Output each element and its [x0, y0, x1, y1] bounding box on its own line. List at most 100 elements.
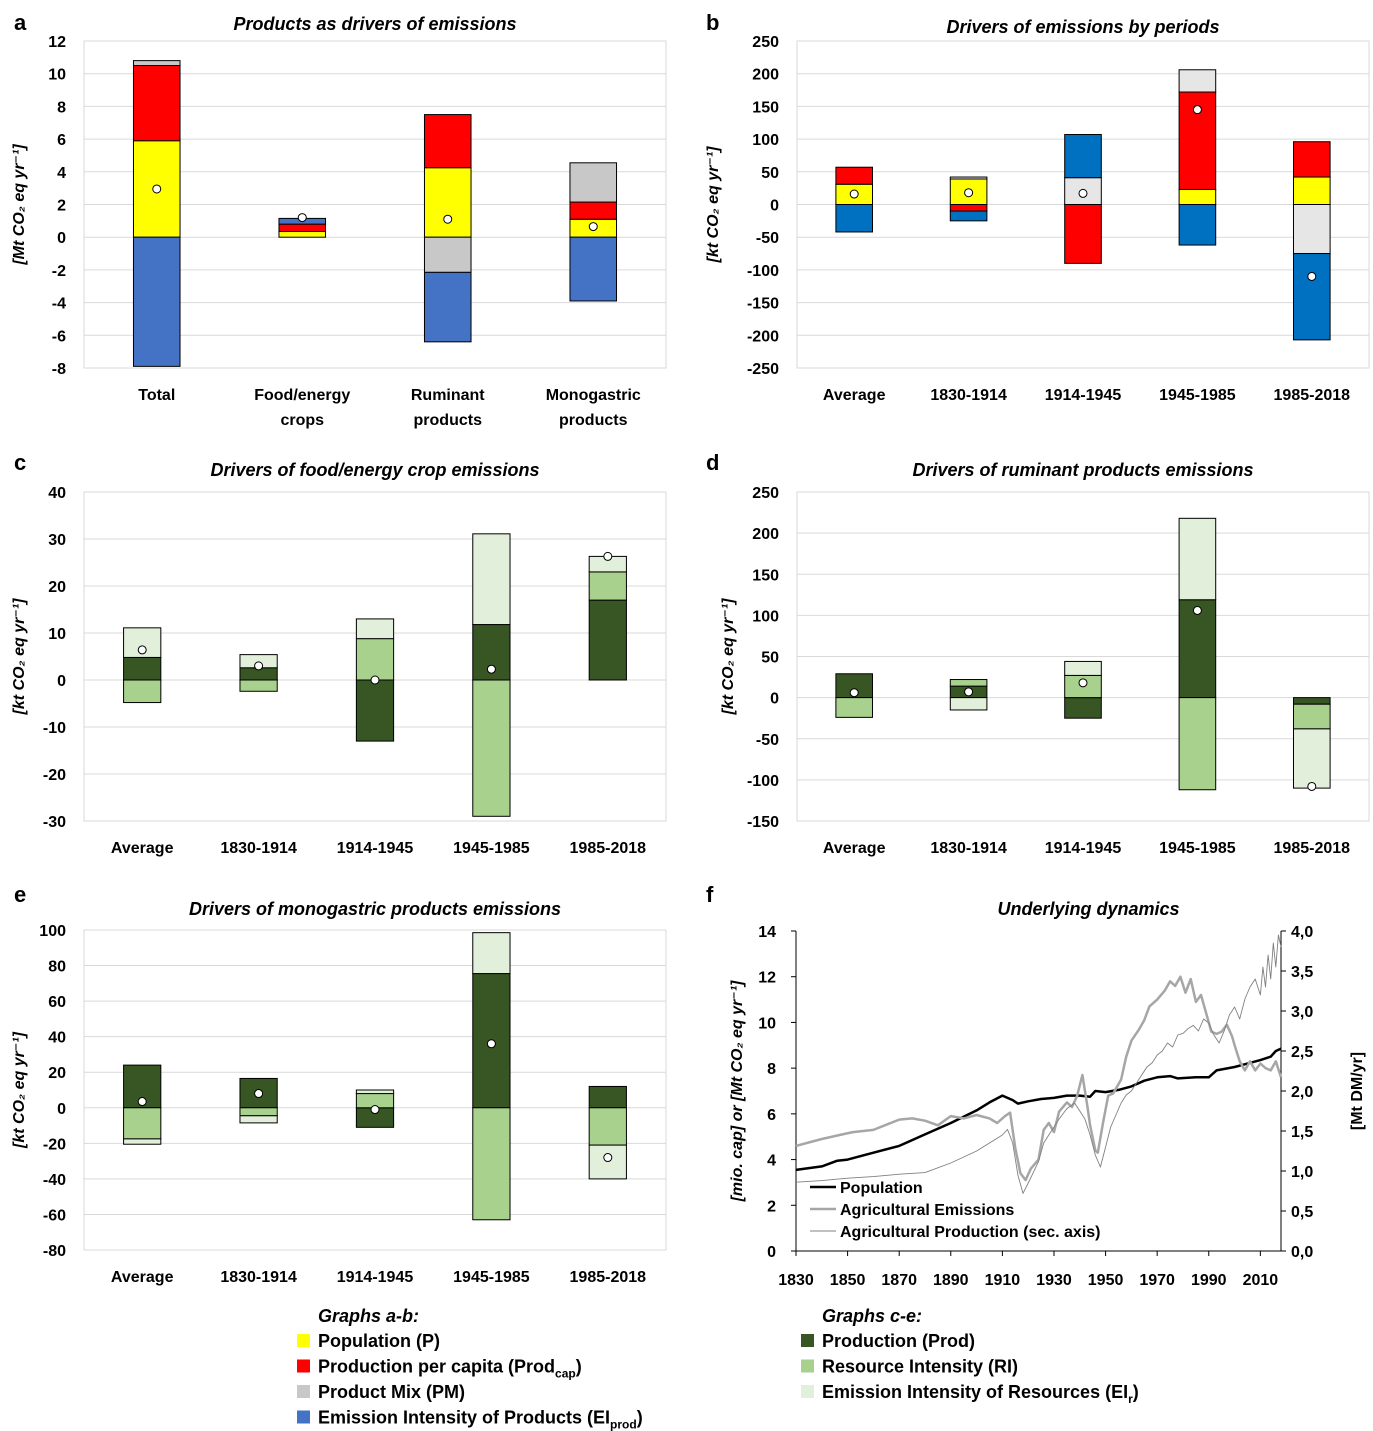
legend-swatch	[297, 1385, 310, 1398]
net-effect-marker	[486, 664, 496, 674]
x-tick-line: Average	[823, 840, 886, 857]
x-tick-label: 1985-2018	[570, 1269, 647, 1286]
y-tick-label: 10	[48, 67, 66, 84]
legend-label: Population	[840, 1180, 923, 1197]
panel-b-chart: b Drivers of emissions by periods -250 -200…	[705, 10, 1370, 404]
y-tick-label: -150	[747, 814, 779, 831]
net-effect-marker	[964, 687, 974, 697]
legend-title: Graphs a-b:	[318, 1306, 419, 1326]
x-tick-label: 1830-1914	[220, 1269, 297, 1286]
y-tick-label: 0	[767, 1244, 776, 1261]
y2-tick-label: 4,0	[1291, 924, 1313, 941]
bar-segment	[123, 656, 162, 681]
x-tick-label: 1914-1945	[337, 840, 414, 857]
y-tick-label: 0	[770, 198, 779, 215]
bar-segment	[1292, 728, 1331, 789]
y-tick-label: -2	[52, 263, 66, 280]
x-tick-line: Average	[111, 840, 174, 857]
legend-label-suffix: )	[1133, 1382, 1139, 1402]
y-axis-label: [mio. cap] or [Mt CO₂ eq yr⁻¹]	[729, 980, 746, 1202]
y-tick-label: -200	[747, 328, 779, 345]
x-tick-label: 1890	[933, 1272, 969, 1289]
y-tick-label: 6	[767, 1107, 776, 1124]
x-tick-line: 1914-1945	[337, 1269, 414, 1286]
bar-segment	[949, 697, 988, 711]
bar-segment	[1292, 204, 1331, 255]
net-effect-marker	[443, 214, 453, 224]
x-tick-line: products	[559, 412, 628, 429]
bar-segment	[1178, 599, 1217, 699]
legend-label: Production (Prod)	[822, 1331, 975, 1351]
legend-label-main: Emission Intensity of Products (EI	[318, 1408, 610, 1428]
legend-label-main: Population (P)	[318, 1331, 440, 1351]
x-tick-line: 1830-1914	[930, 387, 1007, 404]
x-tick-label: 1914-1945	[337, 1269, 414, 1286]
net-effect-marker	[588, 222, 598, 232]
y-tick-label: -80	[43, 1243, 66, 1260]
legend-label: Agricultural Production (sec. axis)	[840, 1224, 1101, 1241]
net-effect-marker	[1192, 105, 1202, 115]
x-tick-line: Food/energy	[254, 387, 350, 404]
y-tick-label: -60	[43, 1207, 66, 1224]
bar-segment	[472, 1107, 511, 1221]
x-tick-label: 1870	[881, 1272, 917, 1289]
y-tick-label: -100	[747, 263, 779, 280]
x-tick-label: Ruminant products	[411, 387, 485, 429]
panel-a-chart: a Products as drivers of emissions -8 -6 -4 -…	[11, 10, 667, 429]
legend-swatch	[801, 1359, 814, 1373]
x-tick-line: 1914-1945	[1045, 387, 1122, 404]
y-tick-label: 80	[48, 959, 66, 976]
bar-segment	[423, 271, 472, 343]
panel-f-chart: f Underlying dynamics 0 2 4 6 8 10 12 14 0,0 0,5 1,0…	[706, 882, 1366, 1289]
y-tick-label: -50	[756, 230, 779, 247]
bar-segment	[1292, 697, 1331, 705]
legend-label: Resource Intensity (RI)	[822, 1357, 1018, 1377]
net-effect-marker	[254, 661, 264, 671]
x-tick-label: Average	[823, 840, 886, 857]
net-effect-marker	[603, 551, 613, 561]
bar-segment	[423, 236, 472, 273]
x-tick-label: 1985-2018	[570, 840, 647, 857]
net-effect-marker	[486, 1039, 496, 1049]
y-tick-label: 10	[758, 1015, 776, 1032]
y-tick-label: -50	[756, 732, 779, 749]
legend-swatch	[801, 1334, 814, 1347]
net-effect-marker	[1307, 781, 1317, 791]
y-tick-label: 50	[761, 165, 779, 182]
bar-segment	[588, 571, 627, 601]
legend-swatch	[297, 1334, 310, 1347]
net-effect-marker	[1192, 605, 1202, 615]
x-tick-label: 1830	[778, 1272, 814, 1289]
x-tick-line: 1830-1914	[220, 840, 297, 857]
y-axis-label: [kt CO₂ eq yr⁻¹]	[720, 598, 737, 716]
bar-segment	[835, 166, 874, 185]
bar-segment	[423, 167, 472, 238]
y-tick-label: 12	[758, 970, 776, 987]
panel-letter: c	[14, 450, 26, 475]
legend-graphs-c-e: Graphs c-e: Production (Prod) Resource Int…	[801, 1306, 1139, 1406]
bar-segment	[835, 204, 874, 233]
x-tick-line: Ruminant	[411, 387, 485, 404]
net-effect-marker	[849, 189, 859, 199]
y-tick-label: 0	[57, 230, 66, 247]
y-tick-label: -30	[43, 814, 66, 831]
net-effect-marker	[137, 645, 147, 655]
bar-segment	[355, 638, 395, 681]
bar-segment	[1292, 141, 1331, 178]
legend-graphs-a-b: Graphs a-b: Population (P) Production per …	[297, 1306, 643, 1431]
bar-segment	[123, 1107, 162, 1140]
panel-d-chart: d Drivers of ruminant products emissions -…	[706, 450, 1370, 857]
net-effect-marker	[849, 688, 859, 698]
x-tick-line: 1830-1914	[220, 1269, 297, 1286]
y2-tick-label: 2,5	[1291, 1044, 1313, 1061]
y-tick-label: 250	[752, 485, 779, 502]
x-tick-label: 1985-2018	[1274, 387, 1351, 404]
bar-segment	[239, 1115, 278, 1124]
bar-segment	[355, 1089, 395, 1095]
net-effect-marker	[1078, 188, 1088, 198]
y-tick-label: 100	[752, 132, 779, 149]
y-tick-label: 14	[758, 924, 776, 941]
y2-tick-label: 2,0	[1291, 1084, 1313, 1101]
bar-segment	[1064, 697, 1102, 719]
net-effect-marker	[370, 675, 380, 685]
